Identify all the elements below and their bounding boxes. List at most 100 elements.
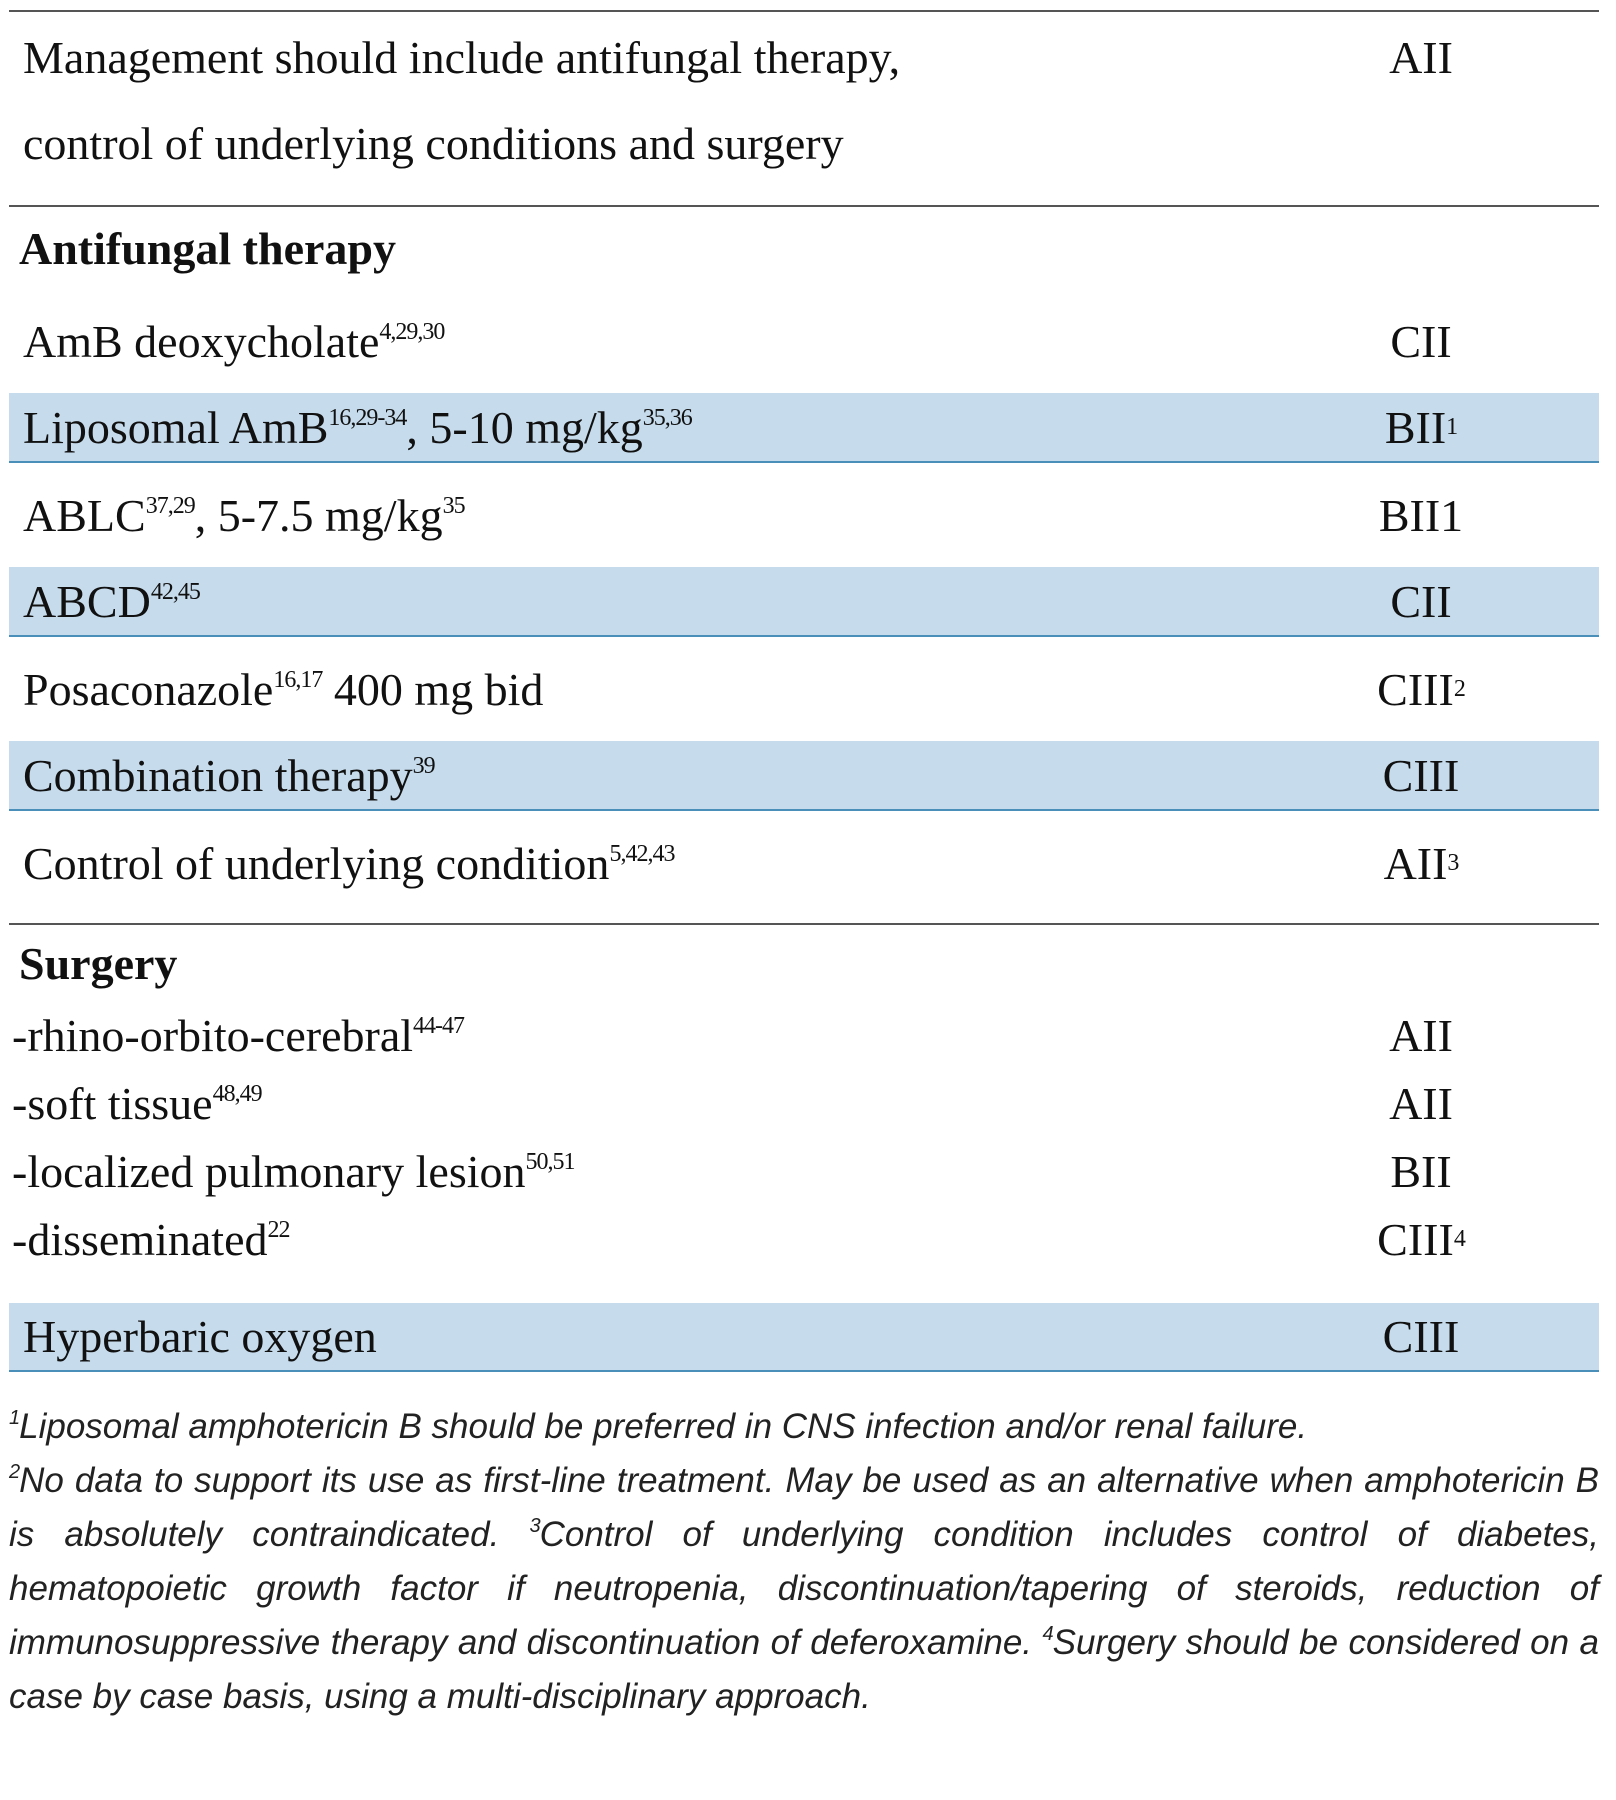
reference: 22 <box>267 1216 291 1243</box>
footnote-mark: 3 <box>529 1515 540 1537</box>
footnote-mark: 2 <box>9 1461 20 1483</box>
grade-text: AII <box>1389 1077 1453 1129</box>
reference: 4,29,30 <box>379 318 445 345</box>
table-row: ABLC37,29, 5-7.5 mg/kg35 BII1 <box>9 463 1599 550</box>
row-label: -disseminated22 <box>12 1213 291 1266</box>
row-content: Control of underlying condition5,42,43 AI… <box>9 828 1599 898</box>
label-text: 400 mg bid <box>322 663 544 715</box>
table-row: Control of underlying condition5,42,43 AI… <box>9 811 1599 898</box>
row-content: Combination therapy39 CIII <box>9 741 1599 811</box>
grade-text: BII1 <box>1378 489 1464 541</box>
table-row: Liposomal AmB16,29-34, 5-10 mg/kg35,36 BI… <box>9 376 1599 463</box>
label-text: Liposomal AmB <box>23 401 329 453</box>
grade: CII <box>1321 306 1521 376</box>
row-label: -rhino-orbito-cerebral44-47 <box>12 1009 465 1062</box>
footnote-text: Control of underlying condition includes… <box>9 1515 1599 1662</box>
reference: 48,49 <box>212 1080 263 1107</box>
table-row: Hyperbaric oxygen CIII <box>9 1273 1599 1372</box>
grade: CIII <box>1321 741 1521 809</box>
grade-text: BII <box>1390 1145 1452 1197</box>
label-text: , 5-7.5 mg/kg <box>194 489 443 541</box>
footnote-mark: 4 <box>1042 1623 1053 1645</box>
label-text: -rhino-orbito-cerebral <box>12 1009 414 1061</box>
row-label: Combination therapy39 <box>23 749 436 802</box>
row-content: Posaconazole16,17 400 mg bid CIII 2 <box>9 654 1599 724</box>
row-content: AmB deoxycholate4,29,30 CII <box>9 306 1599 376</box>
row-label: Hyperbaric oxygen <box>23 1310 377 1363</box>
grade: AII <box>1389 32 1453 83</box>
footnote-text: Liposomal amphotericin B should be prefe… <box>19 1407 1308 1446</box>
grade: CII <box>1321 567 1521 635</box>
table-row: ABCD42,45 CII <box>9 550 1599 637</box>
label-text: -localized pulmonary lesion <box>12 1145 526 1197</box>
grade-text: CII <box>1390 575 1452 627</box>
table-row: -rhino-orbito-cerebral44-47 AII <box>9 1001 1599 1069</box>
row-label: Liposomal AmB16,29-34, 5-10 mg/kg35,36 <box>23 401 693 454</box>
row-content: Liposomal AmB16,29-34, 5-10 mg/kg35,36 BI… <box>9 393 1599 463</box>
row-content: ABCD42,45 CII <box>9 567 1599 637</box>
grade-text: CIII <box>1377 1213 1454 1265</box>
row-content: -localized pulmonary lesion50,51 BII <box>9 1137 1599 1205</box>
label-text: -soft tissue <box>12 1077 213 1129</box>
label-text: -disseminated <box>12 1213 268 1265</box>
label-text: ABCD <box>23 575 151 627</box>
reference: 35,36 <box>642 404 693 431</box>
intro-line: control of underlying conditions and sur… <box>23 118 844 169</box>
grade-text: CIII <box>1382 1311 1460 1362</box>
section-title: Surgery <box>19 937 178 989</box>
grade: CIII 2 <box>1377 663 1466 715</box>
reference: 44-47 <box>413 1012 465 1039</box>
table-row: -disseminated22 CIII 4 <box>9 1205 1599 1273</box>
label-text: Posaconazole <box>23 663 274 715</box>
row-content: -soft tissue48,49 AII <box>9 1069 1599 1137</box>
reference: 35 <box>442 492 466 519</box>
row-label: ABCD42,45 <box>23 575 201 628</box>
reference: 50,51 <box>525 1148 576 1175</box>
grade: AII <box>1321 1069 1521 1137</box>
spacer <box>9 898 1599 923</box>
table-row: Combination therapy39 CIII <box>9 724 1599 811</box>
rule <box>9 205 1599 207</box>
footnote: 2No data to support its use as first-lin… <box>9 1454 1599 1724</box>
rule <box>9 10 1599 12</box>
label-text: Control of underlying condition <box>23 837 610 889</box>
table-row: Posaconazole16,17 400 mg bid CIII 2 <box>9 637 1599 724</box>
row-content: ABLC37,29, 5-7.5 mg/kg35 BII1 <box>9 480 1599 550</box>
footnotes: 1Liposomal amphotericin B should be pref… <box>9 1400 1599 1724</box>
row-content: -rhino-orbito-cerebral44-47 AII <box>9 1001 1599 1069</box>
label-text: AmB deoxycholate <box>23 315 380 367</box>
reference: 16,29-34 <box>328 404 407 431</box>
footnote-text: No data to support its use as first-line… <box>9 1461 1599 1554</box>
row-label: ABLC37,29, 5-7.5 mg/kg35 <box>23 489 466 542</box>
recommendation-table: Management should include antifungal the… <box>9 10 1599 1724</box>
reference: 39 <box>412 752 436 779</box>
reference: 16,17 <box>273 666 323 693</box>
grade: AII <box>1321 1001 1521 1069</box>
table-row: -localized pulmonary lesion50,51 BII <box>9 1137 1599 1205</box>
section-title: Antifungal therapy <box>19 222 396 274</box>
reference: 37,29 <box>145 492 196 519</box>
rule <box>9 923 1599 925</box>
intro-line: Management should include antifungal the… <box>23 32 901 83</box>
row-label: Control of underlying condition5,42,43 <box>23 837 675 890</box>
label-text: Hyperbaric oxygen <box>23 1311 377 1362</box>
grade-text: AII <box>1383 837 1448 889</box>
label-text: ABLC <box>23 489 146 541</box>
grade-text: AII <box>1389 1009 1453 1061</box>
table-row: AmB deoxycholate4,29,30 CII <box>9 289 1599 376</box>
grade: AII 3 <box>1383 837 1460 889</box>
reference: 5,42,43 <box>609 840 675 867</box>
footnote-mark: 1 <box>9 1407 20 1429</box>
row-content: -disseminated22 CIII 4 <box>9 1205 1599 1273</box>
row-label: AmB deoxycholate4,29,30 <box>23 315 445 368</box>
row-content: Hyperbaric oxygen CIII <box>9 1303 1599 1372</box>
grade: CIII <box>1321 1303 1521 1370</box>
intro-row: Management should include antifungal the… <box>9 12 1599 205</box>
reference: 42,45 <box>150 578 201 605</box>
grade-text: CII <box>1390 315 1452 367</box>
label-text: Combination therapy <box>23 749 413 801</box>
row-label: -localized pulmonary lesion50,51 <box>12 1145 576 1198</box>
grade-text: BII <box>1384 401 1447 453</box>
